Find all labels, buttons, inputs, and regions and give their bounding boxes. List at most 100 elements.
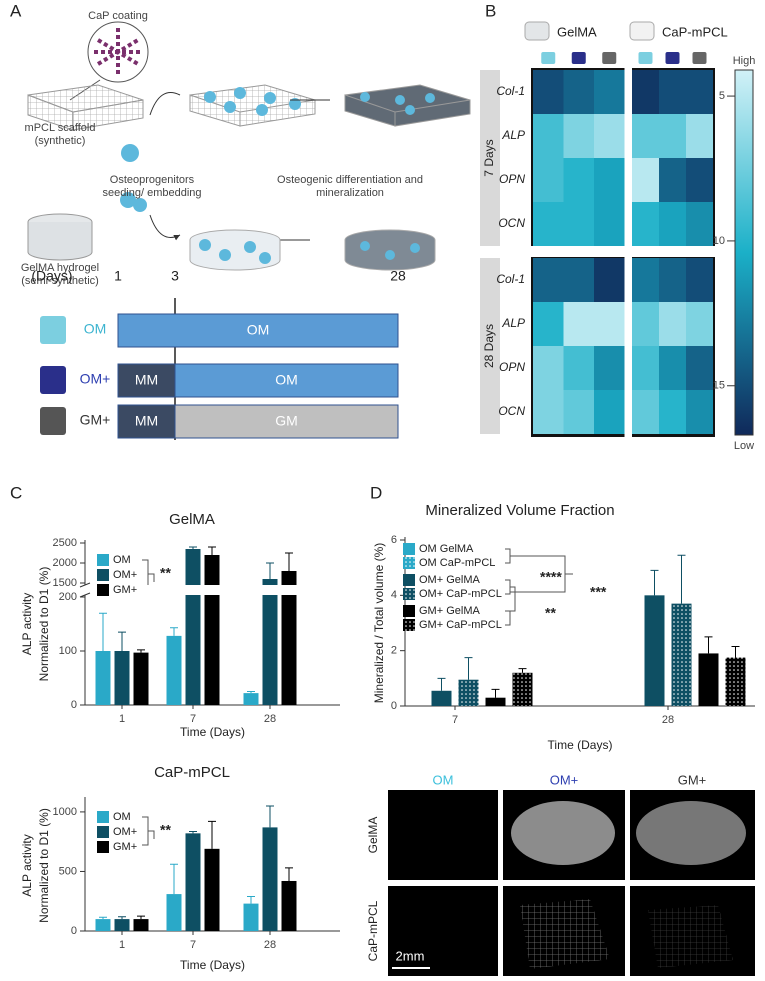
- legend-swatch: [403, 574, 415, 586]
- timeline-row-label: OM: [84, 321, 107, 337]
- error-bar: [189, 546, 197, 549]
- y-axis-label: Normalized to D1 (%): [37, 808, 51, 923]
- significance: ****: [540, 569, 562, 585]
- colorbar-tick-label: 5: [719, 90, 725, 102]
- heatmap-cell: [659, 346, 686, 390]
- legend-swatch: [403, 605, 415, 617]
- group-label: CaP-mPCL: [662, 24, 728, 39]
- column-icon: [571, 52, 586, 64]
- error-bar: [208, 820, 216, 849]
- heatmap-cell: [594, 158, 625, 202]
- bar: [204, 848, 220, 931]
- heatmap-cell: [594, 70, 625, 114]
- legend-swatch: [97, 841, 109, 853]
- timeline-icon: [40, 407, 66, 435]
- legend-swatch: [403, 619, 415, 631]
- error-bar: [266, 805, 274, 828]
- legend-label: GM+: [113, 584, 137, 596]
- legend-swatch: [403, 557, 415, 569]
- heatmap-cell: [533, 202, 564, 246]
- y-axis-label: Mineralized / Total volume (%): [372, 543, 386, 704]
- heatmap-cell: [563, 302, 594, 346]
- significance: **: [545, 605, 556, 621]
- error-bar: [208, 546, 216, 555]
- microct-row-label: GelMA: [366, 817, 380, 854]
- significance: **: [160, 822, 171, 838]
- microct-column-label: GM+: [678, 772, 707, 787]
- column-icon: [692, 52, 707, 64]
- heatmap-cell: [632, 202, 659, 246]
- x-tick-label: 1: [119, 713, 125, 725]
- error-bar: [677, 554, 686, 604]
- error-bar: [247, 691, 255, 694]
- heatmap-cell: [533, 346, 564, 390]
- heatmap-cell: [632, 258, 659, 302]
- legend-swatch: [97, 569, 109, 581]
- schematic-label: CaP coating: [88, 10, 148, 22]
- bar: [485, 697, 506, 706]
- block-label-bg: [480, 258, 500, 434]
- legend-swatch: [97, 584, 109, 596]
- timeline-segment-label: OM: [275, 372, 298, 388]
- colorbar-tick-label: 10: [713, 235, 725, 247]
- gene-label: Col-1: [496, 84, 525, 98]
- gene-label: OPN: [499, 360, 525, 374]
- heatmap-cell: [563, 202, 594, 246]
- heatmap-cell: [659, 70, 686, 114]
- column-icon: [541, 52, 556, 64]
- heatmap-cell: [659, 114, 686, 158]
- bar: [133, 652, 149, 705]
- error-bar: [704, 636, 713, 654]
- y-axis-label: ALP activity: [20, 593, 34, 655]
- heatmap-cell: [659, 202, 686, 246]
- column-icon: [638, 52, 653, 64]
- y-axis-label: ALP activity: [20, 834, 34, 896]
- schematic-label: GelMA hydrogel: [21, 262, 99, 274]
- bar: [166, 894, 182, 931]
- bar: [204, 555, 220, 705]
- column-icon: [665, 52, 680, 64]
- schematic-label: Osteoprogenitors: [110, 174, 195, 186]
- chart-title: Mineralized Volume Fraction: [425, 502, 614, 519]
- panel-label: A: [10, 1, 22, 20]
- bar: [671, 603, 692, 706]
- y-tick-label: 200: [59, 591, 77, 603]
- heatmap-cell: [594, 258, 625, 302]
- legend-label: OM: [113, 554, 131, 566]
- error-bar: [170, 863, 178, 895]
- heatmap-cell: [632, 302, 659, 346]
- legend-swatch: [403, 588, 415, 600]
- timeline-segment: [117, 313, 399, 348]
- y-tick-label: 2: [391, 645, 397, 657]
- legend-label: OM+: [113, 569, 137, 581]
- bar: [262, 827, 278, 931]
- bar: [698, 653, 719, 706]
- bar: [281, 880, 297, 931]
- heatmap-cell: [594, 390, 625, 434]
- heatmap-cell: [632, 390, 659, 434]
- heatmap-cell: [686, 70, 713, 114]
- heatmap-cell: [659, 302, 686, 346]
- error-bar: [137, 649, 145, 653]
- heatmap-cell: [594, 202, 625, 246]
- x-tick-label: 7: [190, 939, 196, 951]
- timeline-segment-label: GM: [275, 413, 298, 429]
- error-bar: [285, 867, 293, 881]
- heatmap-cell: [686, 202, 713, 246]
- error-bar: [491, 688, 500, 698]
- heatmap-cell: [594, 302, 625, 346]
- schematic-label: (semi-synthetic): [21, 275, 99, 287]
- x-tick-label: 28: [662, 714, 674, 726]
- schematic-label: Osteogenic differentiation and: [277, 174, 423, 186]
- bar: [243, 693, 259, 705]
- bar: [644, 595, 665, 706]
- error-bar: [118, 631, 126, 651]
- error-bar: [285, 552, 293, 571]
- timeline-tick: 3: [171, 268, 179, 284]
- y-tick-label: 2500: [53, 537, 77, 549]
- legend-label: OM+ GelMA: [419, 574, 480, 586]
- bar: [243, 903, 259, 931]
- y-tick-label: 0: [71, 925, 77, 937]
- x-axis-label: Time (Days): [180, 725, 245, 739]
- timeline-segment: [117, 363, 176, 398]
